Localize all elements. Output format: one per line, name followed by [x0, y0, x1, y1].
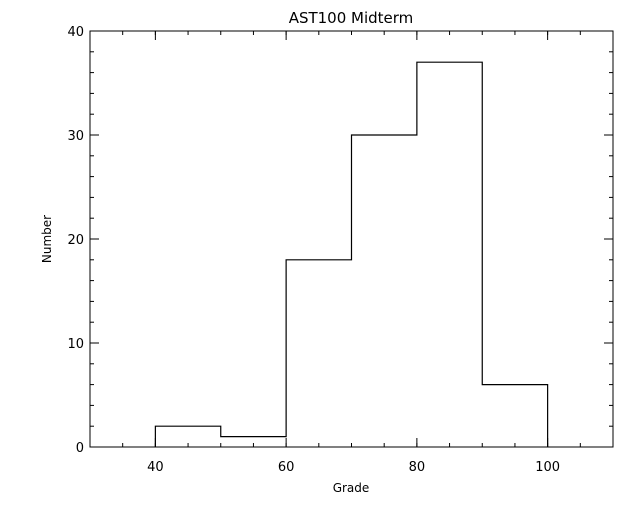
histogram-outline	[154, 61, 549, 447]
x-axis-label: Grade	[333, 481, 370, 495]
chart-title: AST100 Midterm	[289, 9, 414, 27]
x-tick-label: 40	[147, 460, 164, 475]
y-tick-label: 0	[76, 441, 84, 456]
histogram-bar	[482, 385, 547, 447]
axis-ticks	[89, 30, 614, 448]
x-tick-label: 100	[535, 460, 560, 475]
histogram-bar	[417, 62, 482, 447]
y-tick-label: 20	[67, 233, 84, 248]
histogram-bar	[286, 260, 351, 447]
y-tick-label: 10	[67, 337, 84, 352]
x-tick-label: 60	[278, 460, 295, 475]
y-tick-label: 30	[67, 129, 84, 144]
y-axis-label: Number	[40, 215, 54, 263]
histogram-bar	[352, 135, 417, 447]
y-tick-label: 40	[67, 25, 84, 40]
x-tick-label: 80	[409, 460, 426, 475]
axis-tick-labels: 40 60 80 100 0 10 20 30 40	[67, 25, 560, 475]
